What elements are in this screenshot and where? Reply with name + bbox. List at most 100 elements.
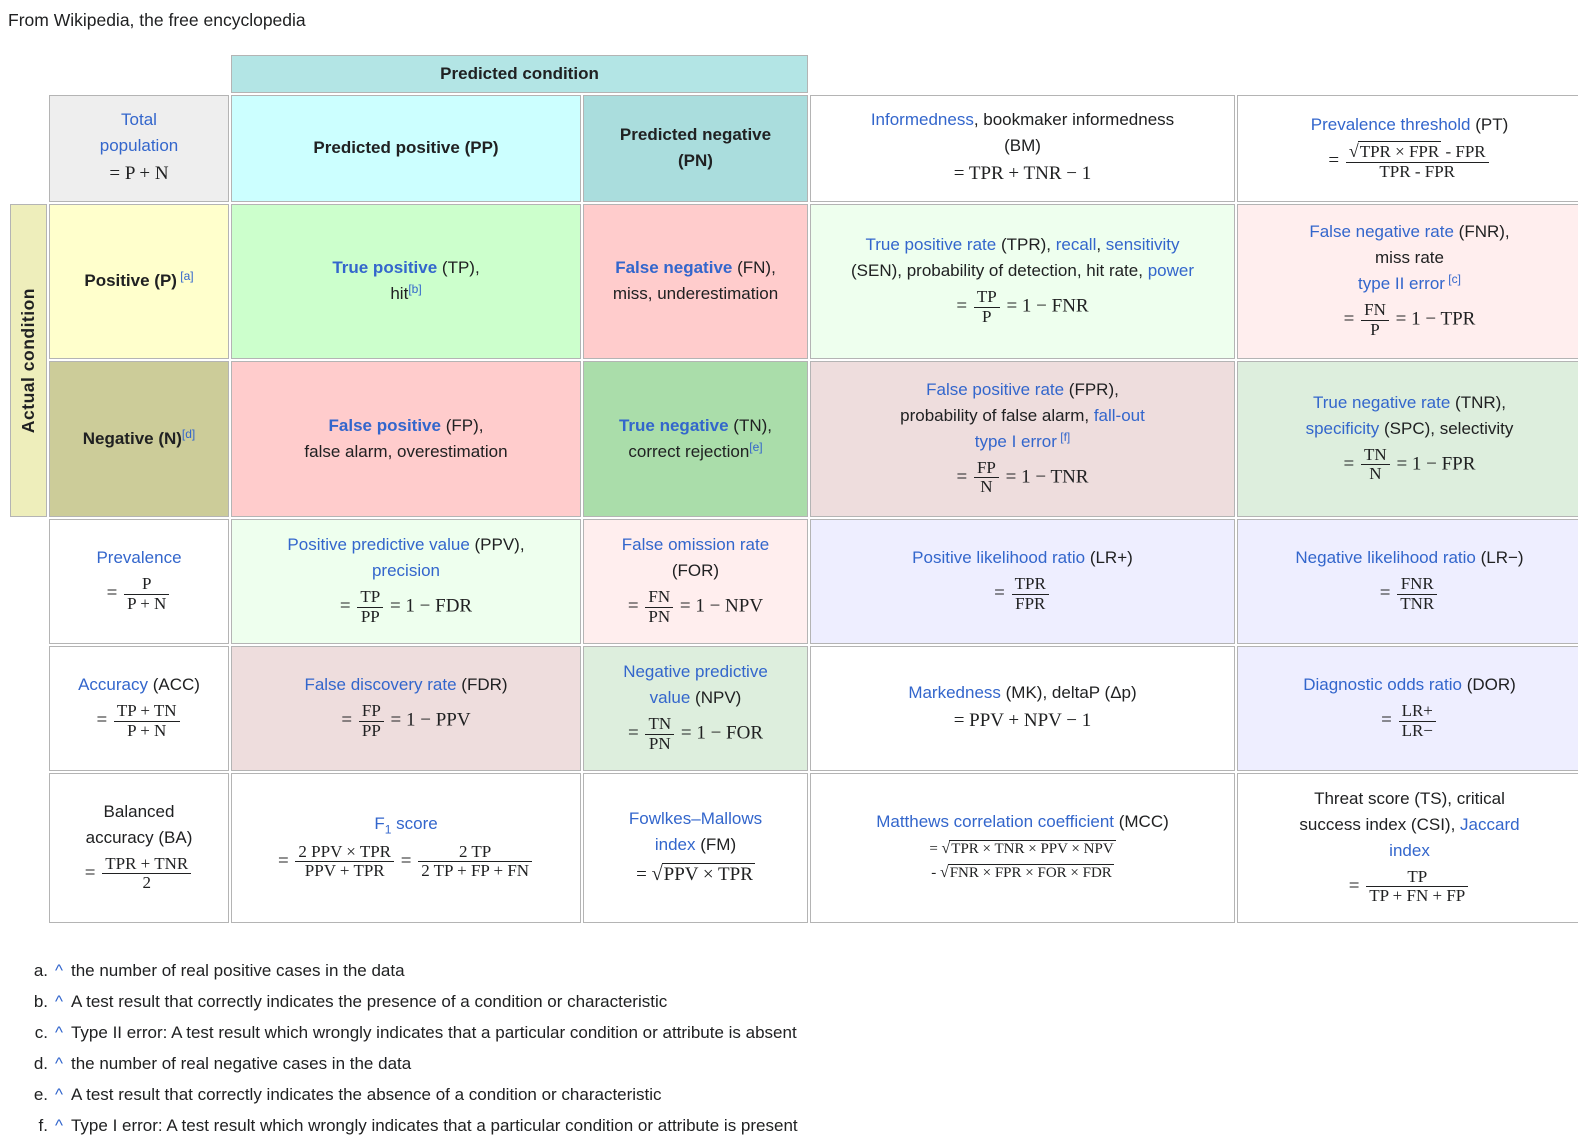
fraction: FP N — [973, 457, 999, 497]
footnote-ref[interactable]: [c] — [1444, 272, 1461, 287]
footnotes-list: a. ^ the number of real positive cases in … — [26, 955, 1578, 1141]
text-run: = P + N — [109, 163, 169, 185]
wiki-link[interactable]: Prevalence — [96, 548, 182, 568]
wiki-link[interactable]: Jaccard — [1460, 814, 1520, 834]
footnote-ref[interactable]: [b] — [408, 282, 422, 296]
cell-line: F1 score — [238, 813, 574, 838]
wiki-link[interactable]: power — [1147, 261, 1194, 281]
cell-line: = FP N = 1 − TNR — [817, 457, 1228, 497]
wiki-link[interactable]: Negative predictive — [623, 662, 768, 682]
cell-line: = TPR + TNR − 1 — [817, 163, 1228, 186]
wiki-link[interactable]: Markedness — [908, 683, 1001, 703]
cell-false-positive-rate: False positive rate (FPR), probability of… — [810, 361, 1235, 517]
wiki-link[interactable]: F — [374, 814, 385, 834]
wiki-link[interactable]: index — [654, 834, 696, 854]
cell-line: = TN N = 1 − FPR — [1244, 445, 1575, 484]
sqrt-expression: √TPR × TNR × PPV × NPV — [941, 840, 1116, 858]
sqrt-expression: √FNR × FPR × FOR × FDR — [939, 864, 1114, 882]
cell-line: True positive rate (TPR), recall, sensit… — [817, 234, 1228, 257]
text-run: = — [396, 850, 417, 872]
cell-line: = FP PP = 1 − PPV — [238, 701, 574, 740]
wiki-link[interactable]: Total — [121, 110, 157, 130]
text-run: P + N — [127, 593, 167, 613]
wiki-link[interactable]: sensitivity — [1105, 235, 1180, 255]
wiki-link[interactable]: True negative — [618, 415, 729, 435]
wiki-link[interactable]: 1 — [384, 822, 392, 837]
wiki-link[interactable]: Negative likelihood ratio — [1295, 548, 1476, 568]
footnote-ref[interactable]: [d] — [181, 426, 196, 441]
wiki-link[interactable]: type I error — [974, 431, 1057, 451]
cell-line: = √PPV × TPR — [590, 862, 801, 887]
text-run: (FPR), — [1064, 379, 1119, 399]
cell-line: False negative (FN), — [590, 257, 801, 280]
wiki-link[interactable]: value — [649, 688, 691, 708]
wiki-link[interactable]: recall — [1055, 235, 1097, 255]
wiki-link[interactable]: True positive rate — [865, 235, 997, 255]
text-run: (ACC) — [147, 675, 200, 695]
footnote-text: A test result that correctly indicates t… — [70, 992, 668, 1011]
wiki-link[interactable]: True positive — [332, 258, 438, 278]
wiki-link[interactable]: type II error — [1358, 274, 1445, 294]
text-run: hit — [390, 284, 409, 303]
footnote-backlink[interactable]: ^ — [55, 961, 63, 980]
blank-corner — [10, 773, 47, 923]
fraction: TP PP — [357, 587, 384, 626]
wiki-link[interactable]: Informedness — [870, 110, 974, 130]
wiki-link[interactable]: Positive predictive value — [287, 535, 470, 555]
wiki-link[interactable]: False positive — [328, 415, 441, 435]
footnote-item: c. ^ Type II error: A test result which wr… — [26, 1017, 1578, 1048]
wiki-link[interactable]: True negative rate — [1312, 392, 1451, 412]
text-run: - FPR — [1441, 141, 1486, 161]
footnote-label: b. — [33, 992, 48, 1011]
text-run: PPV + TPR — [304, 861, 385, 881]
footnote-ref[interactable]: [a] — [176, 269, 194, 284]
text-run: N — [980, 477, 993, 497]
wiki-link[interactable]: Diagnostic odds ratio — [1303, 675, 1462, 695]
wiki-link[interactable]: False omission rate — [621, 535, 770, 555]
wiki-link[interactable]: Matthews correlation coefficient — [876, 812, 1115, 832]
wiki-link[interactable]: False negative rate — [1309, 222, 1454, 242]
footnote-backlink[interactable]: ^ — [55, 1054, 63, 1073]
wiki-link[interactable]: Prevalence threshold — [1310, 114, 1471, 134]
cell-f1-score: F1 score = 2 PPV × TPR PPV + TPR = 2 TP 2 T… — [231, 773, 581, 923]
fraction: TN PN — [645, 714, 675, 753]
blank-corner — [10, 95, 47, 202]
cell-balanced-accuracy: Balanced accuracy (BA) = TPR + TNR 2 — [49, 773, 229, 923]
wiki-link[interactable]: population — [99, 136, 179, 156]
wiki-link[interactable]: precision — [371, 561, 441, 581]
text-run: Predicted negative — [619, 125, 772, 145]
footnote-backlink[interactable]: ^ — [55, 992, 63, 1011]
header-actual-negative: Negative (N)[d] — [49, 361, 229, 517]
text-run: false alarm, overestimation — [304, 441, 508, 461]
cell-prevalence-threshold: Prevalence threshold (PT) = √TPR × FPR - … — [1237, 95, 1578, 202]
wiki-link[interactable]: False negative — [615, 258, 733, 278]
wiki-link[interactable]: Fowlkes–Mallows — [628, 808, 763, 828]
footnote-backlink[interactable]: ^ — [55, 1085, 63, 1104]
wiki-link[interactable]: False discovery rate — [304, 675, 457, 695]
footnote-text: the number of real positive cases in the… — [70, 961, 405, 980]
wiki-link[interactable]: Accuracy — [78, 675, 148, 695]
wiki-link[interactable]: specificity — [1305, 418, 1380, 438]
cell-line: Predicted negative — [590, 124, 801, 147]
cell-line: = LR+ LR− — [1244, 701, 1575, 740]
text-run: (TPR), — [996, 235, 1056, 255]
text-run: FP — [976, 457, 996, 477]
footnote-item: a. ^ the number of real positive cases in … — [26, 955, 1578, 986]
wiki-link[interactable]: fall-out — [1093, 405, 1145, 425]
cell-line: Predicted condition — [238, 63, 801, 86]
wiki-link[interactable]: score — [391, 814, 438, 834]
wiki-link[interactable]: index — [1389, 840, 1430, 860]
footnote-ref[interactable]: [e] — [749, 439, 763, 454]
cell-line: - √FNR × FPR × FOR × FDR — [817, 863, 1228, 882]
wiki-link[interactable]: Positive likelihood ratio — [912, 548, 1086, 568]
cell-line: = √TPR × TNR × PPV × NPV — [817, 839, 1228, 858]
cell-line: = TN PN = 1 − FOR — [590, 714, 801, 753]
page-subtitle: From Wikipedia, the free encyclopedia — [8, 10, 306, 30]
footnote-backlink[interactable]: ^ — [55, 1023, 63, 1042]
cell-line: success index (CSI), Jaccard — [1244, 814, 1575, 837]
footnote-backlink[interactable]: ^ — [55, 1116, 63, 1135]
footnote-ref[interactable]: [f] — [1056, 429, 1071, 444]
text-run: TP — [1407, 866, 1428, 886]
text-run: PN — [648, 733, 671, 753]
wiki-link[interactable]: False positive rate — [926, 379, 1065, 399]
